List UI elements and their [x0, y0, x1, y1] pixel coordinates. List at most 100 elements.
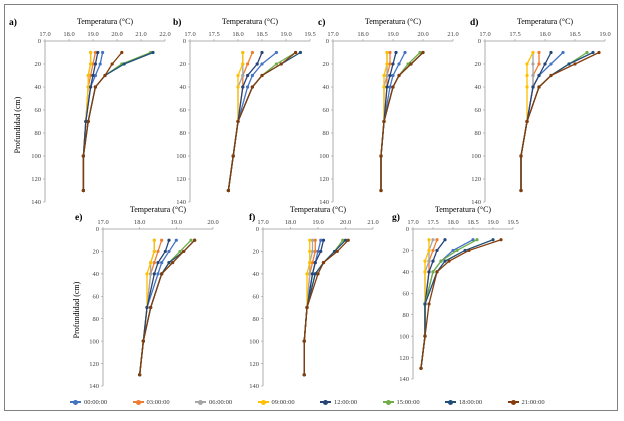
- data-point: [431, 248, 435, 253]
- data-point: [597, 50, 601, 55]
- y-tick-label: 80: [475, 130, 482, 137]
- y-tick-label: 120: [319, 176, 329, 183]
- data-point: [274, 50, 278, 55]
- data-point: [246, 73, 250, 78]
- x-tick-label: 21.0: [447, 31, 458, 38]
- data-point: [379, 188, 383, 193]
- data-point: [250, 85, 254, 89]
- panel-label: e): [75, 212, 82, 223]
- y-tick-label: 100: [249, 338, 259, 345]
- y-tick-label: 140: [471, 199, 481, 206]
- y-tick-label: 60: [323, 107, 330, 114]
- data-point: [385, 50, 389, 55]
- data-point: [343, 238, 348, 242]
- y-tick-label: 120: [471, 176, 481, 183]
- data-point: [531, 50, 535, 55]
- series-12-00-00: [519, 50, 553, 193]
- data-point: [335, 249, 339, 254]
- legend-item-12-00-00: 12:00:00: [320, 396, 357, 408]
- chart-panel-b: b) Temperatura (°C) 17.0 17.5 18.0 18.5 19.0 19…: [173, 17, 316, 206]
- y-tick-label: 0: [38, 38, 41, 45]
- data-point: [302, 373, 306, 377]
- y-tick-label: 60: [253, 293, 260, 300]
- data-point: [525, 119, 529, 124]
- data-point: [321, 238, 326, 242]
- data-point: [341, 238, 345, 242]
- data-point: [409, 62, 413, 66]
- y-tick-label: 100: [471, 153, 481, 160]
- data-point: [431, 259, 435, 263]
- x-tick-label: 17.5: [427, 219, 438, 226]
- x-tick-label: 21.0: [367, 219, 378, 226]
- series-09-00-00: [226, 50, 245, 193]
- y-tick-label: 20: [253, 249, 260, 256]
- legend-swatch: [445, 399, 456, 405]
- data-point: [427, 302, 431, 306]
- data-point: [525, 85, 529, 89]
- data-point: [537, 62, 541, 66]
- data-point: [141, 339, 145, 343]
- x-tick-label: 18.5: [467, 219, 478, 226]
- panel-label: a): [9, 17, 17, 28]
- y-tick-label: 0: [256, 226, 259, 233]
- x-tick-label: 18.0: [134, 219, 145, 226]
- chart-title: Temperatura (°C): [77, 17, 134, 26]
- y-tick-label: 40: [403, 269, 410, 276]
- y-tick-label: 40: [93, 271, 100, 278]
- y-tick-label: 120: [399, 355, 409, 362]
- legend-item-03-00-00: 03:00:00: [132, 396, 170, 408]
- data-point: [561, 50, 565, 55]
- data-point: [427, 259, 431, 263]
- data-point: [388, 50, 392, 55]
- data-point: [305, 272, 309, 276]
- data-point: [308, 261, 312, 265]
- legend-label: 03:00:00: [146, 398, 170, 406]
- y-tick-label: 40: [475, 84, 482, 91]
- data-point: [421, 50, 425, 55]
- data-point: [89, 50, 93, 55]
- x-tick-label: 20.0: [417, 31, 428, 38]
- data-point: [499, 238, 503, 242]
- data-point: [93, 85, 97, 89]
- data-point: [308, 238, 312, 242]
- y-tick-label: 140: [176, 199, 186, 206]
- legend-swatch: [195, 399, 206, 405]
- data-point: [89, 62, 93, 66]
- series-15-00-00: [302, 238, 345, 377]
- x-tick-label: 17.0: [257, 219, 268, 226]
- y-tick-label: 100: [31, 153, 41, 160]
- y-tick-label: 140: [319, 199, 329, 206]
- data-point: [531, 73, 535, 78]
- series-21-00-00: [419, 238, 503, 370]
- data-point: [89, 73, 93, 78]
- figure-frame: a) Temperatura (°C) Profundidad (cm) 17.0 18…: [4, 4, 618, 411]
- chart-panel-e: e) Temperatura (°C) Profundidad (cm) 17.0 18…: [72, 205, 219, 390]
- y-tick-label: 60: [93, 293, 100, 300]
- x-tick-label: 17.0: [407, 219, 418, 226]
- panel-label: f): [249, 212, 255, 223]
- data-point: [537, 73, 541, 78]
- data-point: [439, 259, 443, 263]
- x-tick-label: 21.0: [135, 31, 146, 38]
- chart-title: Temperatura (°C): [365, 17, 422, 26]
- panel-label: b): [173, 17, 181, 28]
- chart-title: Temperatura (°C): [517, 17, 574, 26]
- data-point: [435, 248, 439, 253]
- x-tick-label: 17.5: [208, 31, 219, 38]
- data-point: [431, 238, 435, 242]
- data-point: [567, 62, 571, 66]
- y-tick-label: 20: [93, 249, 100, 256]
- data-point: [385, 73, 389, 78]
- legend-swatch: [70, 399, 81, 405]
- data-point: [385, 85, 389, 89]
- chart-panel-c: c) Temperatura (°C) 17.0 18.0 19.0 20.0 21.0 0 2…: [318, 17, 459, 206]
- y-tick-label: 120: [31, 176, 41, 183]
- data-point: [388, 62, 392, 66]
- data-point: [274, 62, 278, 66]
- data-point: [152, 238, 156, 242]
- data-point: [98, 62, 102, 66]
- data-point: [167, 249, 171, 254]
- y-tick-label: 120: [176, 176, 186, 183]
- data-point: [236, 119, 240, 124]
- data-point: [525, 62, 529, 66]
